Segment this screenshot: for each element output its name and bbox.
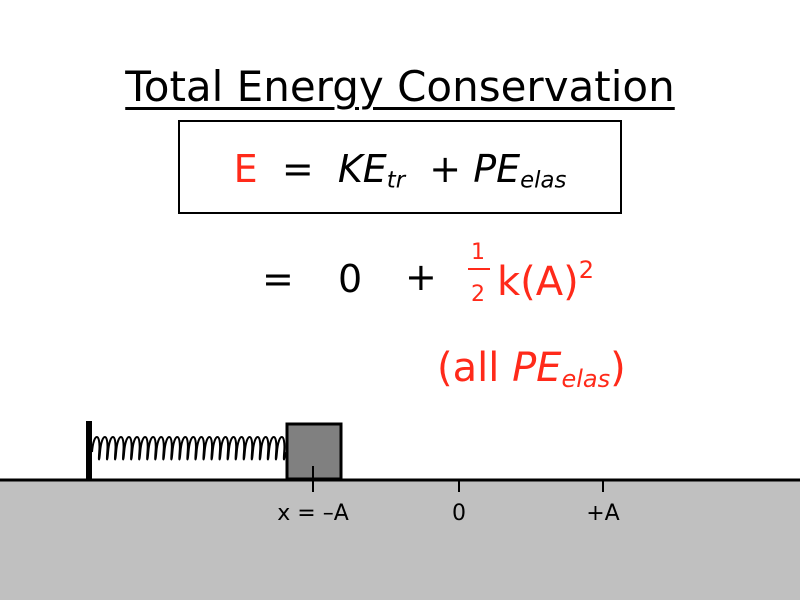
note: (all PEelas): [437, 348, 626, 391]
term: 0: [338, 257, 363, 301]
term: k(A)2: [497, 258, 594, 302]
base: k(A): [497, 258, 579, 305]
title: Total Energy Conservation: [125, 62, 675, 111]
term: KEtr: [337, 147, 406, 194]
base: KE: [337, 147, 387, 191]
ground: [0, 480, 800, 600]
subscript: elas: [520, 167, 567, 194]
numerator: 1: [471, 240, 485, 265]
axis-label: +A: [586, 501, 620, 526]
base: PE: [473, 147, 521, 191]
lhs: E: [233, 147, 258, 191]
equation: E = KEtr + PEelas: [179, 150, 621, 192]
subscript: tr: [386, 167, 406, 194]
term: PEelas: [512, 345, 610, 391]
note-open: (all: [437, 345, 500, 391]
spring: [91, 436, 286, 461]
denominator: 2: [471, 282, 485, 307]
fraction-bar: [468, 268, 490, 270]
equals: =: [281, 147, 314, 191]
term: PEelas: [473, 147, 567, 194]
equals: =: [262, 257, 294, 301]
subscript: elas: [561, 365, 611, 393]
base: PE: [512, 345, 562, 391]
plus: +: [429, 147, 462, 191]
axis-label: 0: [452, 501, 466, 526]
plus: +: [405, 255, 437, 299]
exponent: 2: [578, 256, 595, 284]
axis-label: x = –A: [277, 501, 349, 526]
equation-box: [178, 120, 622, 214]
note-close: ): [610, 345, 626, 391]
